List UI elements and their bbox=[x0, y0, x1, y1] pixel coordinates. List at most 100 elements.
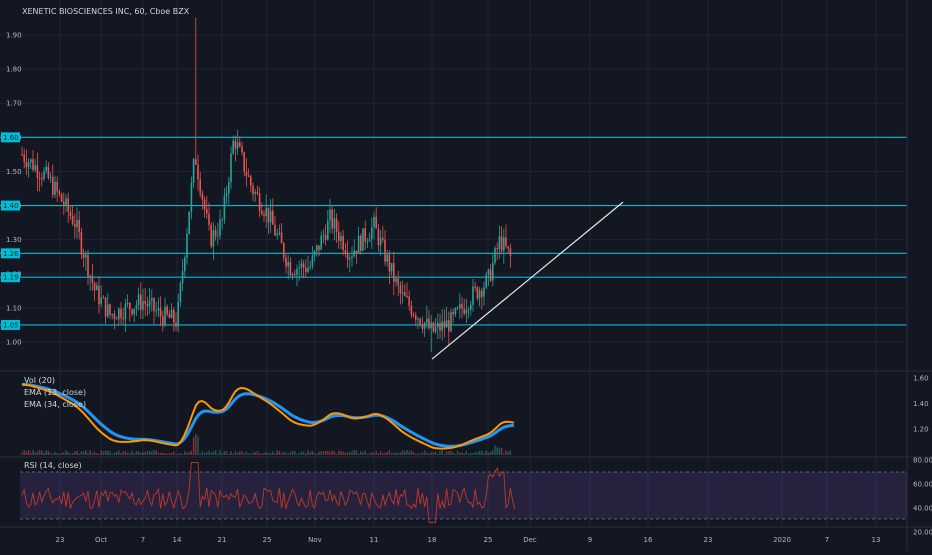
volume-bar bbox=[498, 447, 501, 455]
candle-body bbox=[89, 275, 91, 278]
volume-bar bbox=[36, 451, 39, 455]
candle-body bbox=[419, 318, 421, 325]
candle-body bbox=[331, 209, 333, 229]
volume-bar bbox=[109, 451, 111, 455]
volume-bar bbox=[445, 451, 448, 455]
volume-bar bbox=[30, 452, 32, 455]
candle-body bbox=[43, 171, 45, 179]
price-tick-label: 1.10 bbox=[6, 304, 22, 312]
volume-bar bbox=[93, 451, 96, 455]
candle-body bbox=[280, 232, 283, 244]
volume-bar bbox=[91, 453, 94, 455]
trend-line[interactable] bbox=[431, 201, 624, 360]
candle-body bbox=[465, 309, 468, 314]
level-badge-label: 1.40 bbox=[3, 202, 19, 210]
volume-bar bbox=[322, 451, 325, 455]
volume-bar bbox=[155, 450, 157, 455]
candle-body bbox=[388, 254, 391, 272]
volume-bar bbox=[503, 453, 505, 455]
candle-body bbox=[390, 262, 393, 272]
volume-bar bbox=[146, 451, 149, 455]
time-tick-label: Oct bbox=[95, 536, 107, 544]
candle-body bbox=[144, 301, 146, 304]
volume-bar bbox=[217, 453, 219, 455]
candle-body bbox=[184, 257, 186, 272]
candle-body bbox=[283, 243, 285, 258]
volume-bar bbox=[437, 453, 439, 455]
rsi-tick-label: 40.00 bbox=[913, 505, 932, 513]
volume-bar bbox=[186, 452, 188, 455]
volume-bar bbox=[272, 451, 274, 455]
price-tick-label: 1.80 bbox=[6, 66, 22, 74]
volume-bar bbox=[432, 452, 435, 455]
volume-bar bbox=[505, 450, 507, 455]
volume-bar bbox=[56, 452, 58, 455]
volume-bar bbox=[219, 450, 221, 455]
volume-bar bbox=[23, 450, 25, 455]
volume-bar bbox=[364, 450, 366, 455]
volume-bar bbox=[60, 452, 63, 455]
volume-bar bbox=[25, 451, 28, 455]
volume-bar bbox=[45, 450, 47, 455]
volume-bar bbox=[351, 451, 353, 455]
candle-body bbox=[340, 236, 342, 241]
candle-body bbox=[291, 274, 294, 276]
volume-bar bbox=[283, 451, 285, 455]
candle-body bbox=[507, 246, 509, 249]
candle-body bbox=[342, 236, 344, 251]
candle-body bbox=[175, 322, 177, 327]
volume-bar bbox=[89, 450, 91, 455]
volume-bar bbox=[223, 451, 226, 455]
candle-body bbox=[375, 216, 377, 229]
candle-body bbox=[162, 316, 164, 326]
volume-bar bbox=[107, 450, 109, 455]
rsi-pane[interactable]: RSI (14, close) bbox=[20, 461, 907, 523]
candle-body bbox=[452, 312, 454, 315]
candle-body bbox=[373, 216, 375, 228]
candle-body bbox=[190, 182, 193, 212]
rsi-tick-label: 80.00 bbox=[913, 457, 932, 465]
volume-bar bbox=[133, 453, 135, 455]
volume-bar bbox=[96, 453, 98, 455]
candle-body bbox=[208, 213, 210, 225]
candle-body bbox=[129, 302, 131, 310]
candle-body bbox=[322, 235, 325, 237]
volume-bar bbox=[340, 450, 342, 455]
candle-body bbox=[258, 193, 261, 211]
candle-body bbox=[382, 238, 384, 240]
candle-body bbox=[49, 176, 52, 178]
volume-bar bbox=[247, 453, 250, 455]
volume-bar bbox=[269, 452, 272, 455]
time-tick-label: 21 bbox=[218, 536, 227, 544]
candle-body bbox=[265, 207, 267, 217]
time-axis[interactable]: 23 Oct 7 14 21 25 Nov 11 18 25 Dec 9 16 23 2020 7 13 bbox=[56, 536, 881, 544]
volume-bar bbox=[333, 451, 336, 455]
candle-body bbox=[34, 165, 36, 170]
candle-body bbox=[472, 286, 474, 305]
candle-body bbox=[481, 290, 483, 297]
chart-title: XENETIC BIOSCIENCES INC, 60, Cboe BZX bbox=[22, 7, 190, 16]
volume-bar bbox=[144, 452, 146, 455]
ema-axis[interactable]: 1.60 1.40 1.20 bbox=[913, 375, 929, 434]
candle-body bbox=[111, 314, 113, 316]
volume-bar bbox=[32, 450, 34, 455]
candle-body bbox=[203, 199, 206, 210]
candle-body bbox=[309, 266, 311, 268]
candle-body bbox=[239, 142, 241, 147]
volume-bar bbox=[302, 451, 305, 455]
candle-body bbox=[357, 235, 360, 254]
rsi-axis[interactable]: 80.00 60.00 40.00 20.00 bbox=[913, 457, 932, 537]
volume-bar bbox=[415, 453, 417, 455]
price-pane[interactable]: XENETIC BIOSCIENCES INC, 60, Cboe BZX bbox=[0, 7, 907, 360]
candle-body bbox=[21, 154, 23, 156]
candle-body bbox=[91, 275, 94, 283]
volume-bar bbox=[401, 450, 404, 455]
ema-pane[interactable]: Vol (20) EMA (13, close) EMA (34, close) bbox=[21, 376, 515, 455]
volume-bar bbox=[228, 453, 230, 455]
volume-bar bbox=[181, 453, 184, 455]
candle-body bbox=[450, 312, 452, 332]
volume-bar bbox=[175, 453, 177, 455]
volume-bar bbox=[192, 437, 195, 455]
candle-body bbox=[456, 307, 459, 309]
